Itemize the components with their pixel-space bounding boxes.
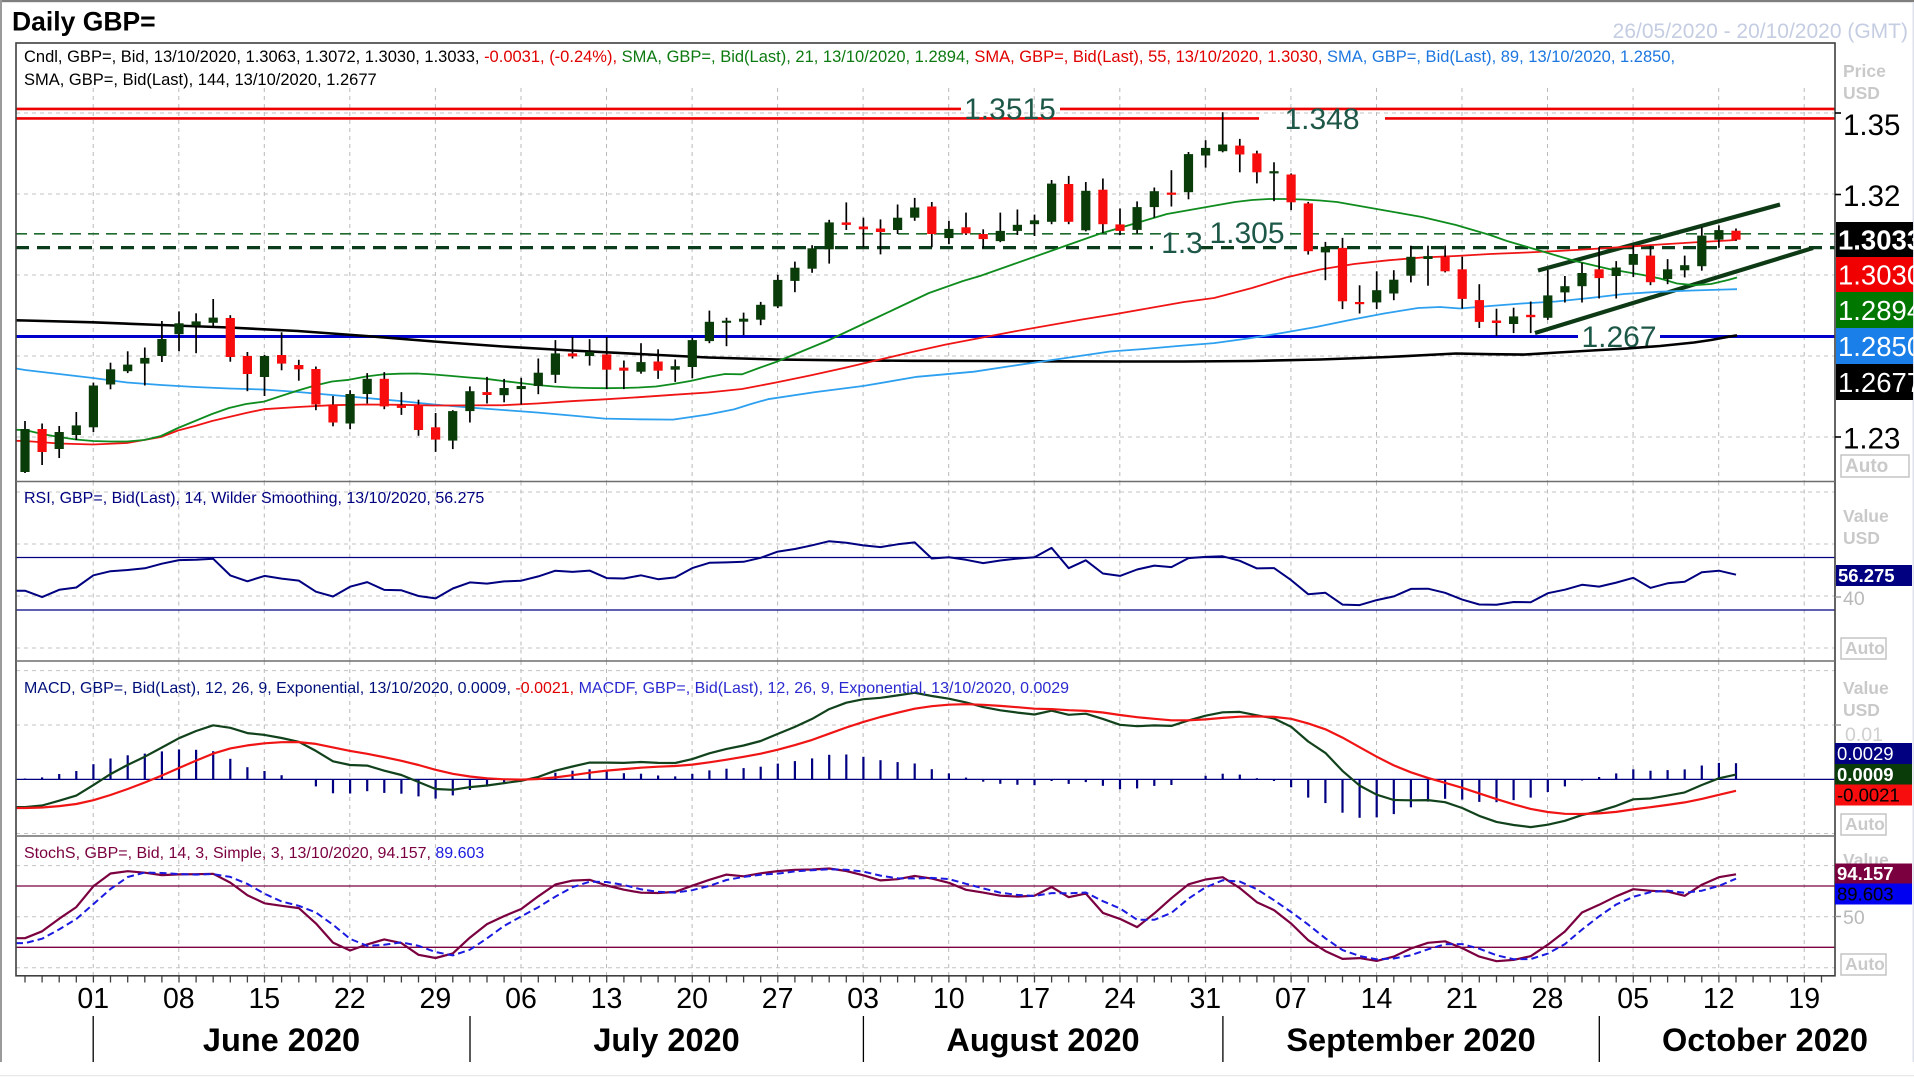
svg-text:05: 05 bbox=[1617, 983, 1649, 1015]
svg-text:1.3033: 1.3033 bbox=[1838, 224, 1914, 255]
svg-text:1.32: 1.32 bbox=[1843, 180, 1900, 213]
svg-text:RSI, GBP=, Bid(Last), 14, Wil: RSI, GBP=, Bid(Last), 14, Wilder Smoothi… bbox=[24, 490, 484, 507]
svg-text:1.3515: 1.3515 bbox=[964, 93, 1056, 126]
svg-text:29: 29 bbox=[420, 983, 452, 1015]
svg-text:22: 22 bbox=[334, 983, 366, 1015]
svg-text:17: 17 bbox=[1018, 983, 1050, 1015]
svg-text:15: 15 bbox=[248, 983, 280, 1015]
svg-text:Auto: Auto bbox=[1845, 954, 1885, 974]
svg-text:1.3030: 1.3030 bbox=[1838, 259, 1914, 290]
svg-text:07: 07 bbox=[1275, 983, 1307, 1015]
svg-text:USD: USD bbox=[1843, 83, 1880, 103]
svg-text:August 2020: August 2020 bbox=[946, 1022, 1139, 1058]
svg-text:1.3: 1.3 bbox=[1161, 227, 1203, 260]
svg-text:MACD, GBP=, Bid(Last), 12, 26: MACD, GBP=, Bid(Last), 12, 26, 9, Expone… bbox=[24, 680, 1069, 697]
svg-text:19: 19 bbox=[1788, 983, 1820, 1015]
svg-text:13: 13 bbox=[591, 983, 623, 1015]
svg-text:27: 27 bbox=[762, 983, 794, 1015]
svg-text:Value: Value bbox=[1843, 678, 1889, 698]
svg-text:SMA, GBP=, Bid(Last), 144, 13: SMA, GBP=, Bid(Last), 144, 13/10/2020, 1… bbox=[24, 71, 377, 89]
svg-text:12: 12 bbox=[1703, 983, 1735, 1015]
svg-text:September 2020: September 2020 bbox=[1286, 1022, 1535, 1058]
svg-text:July 2020: July 2020 bbox=[593, 1022, 739, 1058]
svg-text:28: 28 bbox=[1532, 983, 1564, 1015]
svg-text:USD: USD bbox=[1843, 700, 1880, 720]
svg-text:50: 50 bbox=[1843, 907, 1865, 929]
svg-text:31: 31 bbox=[1189, 983, 1221, 1015]
svg-text:01: 01 bbox=[77, 983, 109, 1015]
svg-text:1.305: 1.305 bbox=[1209, 217, 1284, 250]
svg-text:Auto: Auto bbox=[1845, 638, 1885, 658]
svg-text:Price: Price bbox=[1843, 61, 1886, 81]
svg-text:24: 24 bbox=[1104, 983, 1136, 1015]
svg-text:40: 40 bbox=[1843, 588, 1865, 610]
svg-text:21: 21 bbox=[1446, 983, 1478, 1015]
svg-text:89.603: 89.603 bbox=[1837, 884, 1894, 905]
svg-text:Auto: Auto bbox=[1845, 456, 1888, 477]
svg-text:1.2894: 1.2894 bbox=[1838, 295, 1914, 326]
svg-text:Value: Value bbox=[1843, 506, 1889, 526]
svg-text:1.2850: 1.2850 bbox=[1838, 331, 1914, 362]
svg-text:26/05/2020 - 20/10/2020 (GMT): 26/05/2020 - 20/10/2020 (GMT) bbox=[1613, 20, 1908, 43]
svg-text:10: 10 bbox=[933, 983, 965, 1015]
svg-text:Auto: Auto bbox=[1845, 814, 1885, 834]
svg-text:94.157: 94.157 bbox=[1837, 863, 1894, 884]
svg-text:0.0009: 0.0009 bbox=[1837, 764, 1894, 785]
svg-text:USD: USD bbox=[1843, 528, 1880, 548]
svg-text:1.348: 1.348 bbox=[1284, 103, 1359, 136]
svg-text:1.23: 1.23 bbox=[1843, 423, 1900, 456]
svg-text:20: 20 bbox=[676, 983, 708, 1015]
svg-text:56.275: 56.275 bbox=[1838, 565, 1895, 586]
svg-text:October 2020: October 2020 bbox=[1662, 1022, 1868, 1058]
svg-text:06: 06 bbox=[505, 983, 537, 1015]
svg-text:1.35: 1.35 bbox=[1843, 109, 1900, 142]
svg-text:-0.0021: -0.0021 bbox=[1837, 785, 1900, 806]
svg-text:0.0029: 0.0029 bbox=[1837, 743, 1894, 764]
svg-text:14: 14 bbox=[1361, 983, 1393, 1015]
svg-text:03: 03 bbox=[847, 983, 879, 1015]
svg-text:08: 08 bbox=[163, 983, 195, 1015]
svg-text:StochS, GBP=, Bid, 14, 3, Sim: StochS, GBP=, Bid, 14, 3, Simple, 3, 13/… bbox=[24, 845, 484, 862]
svg-text:1.2677: 1.2677 bbox=[1838, 367, 1914, 398]
svg-text:Cndl, GBP=, Bid, 13/10/2020, 1: Cndl, GBP=, Bid, 13/10/2020, 1.3063, 1.3… bbox=[24, 48, 1675, 66]
svg-text:Daily GBP=: Daily GBP= bbox=[12, 7, 156, 37]
svg-text:June 2020: June 2020 bbox=[203, 1022, 360, 1058]
